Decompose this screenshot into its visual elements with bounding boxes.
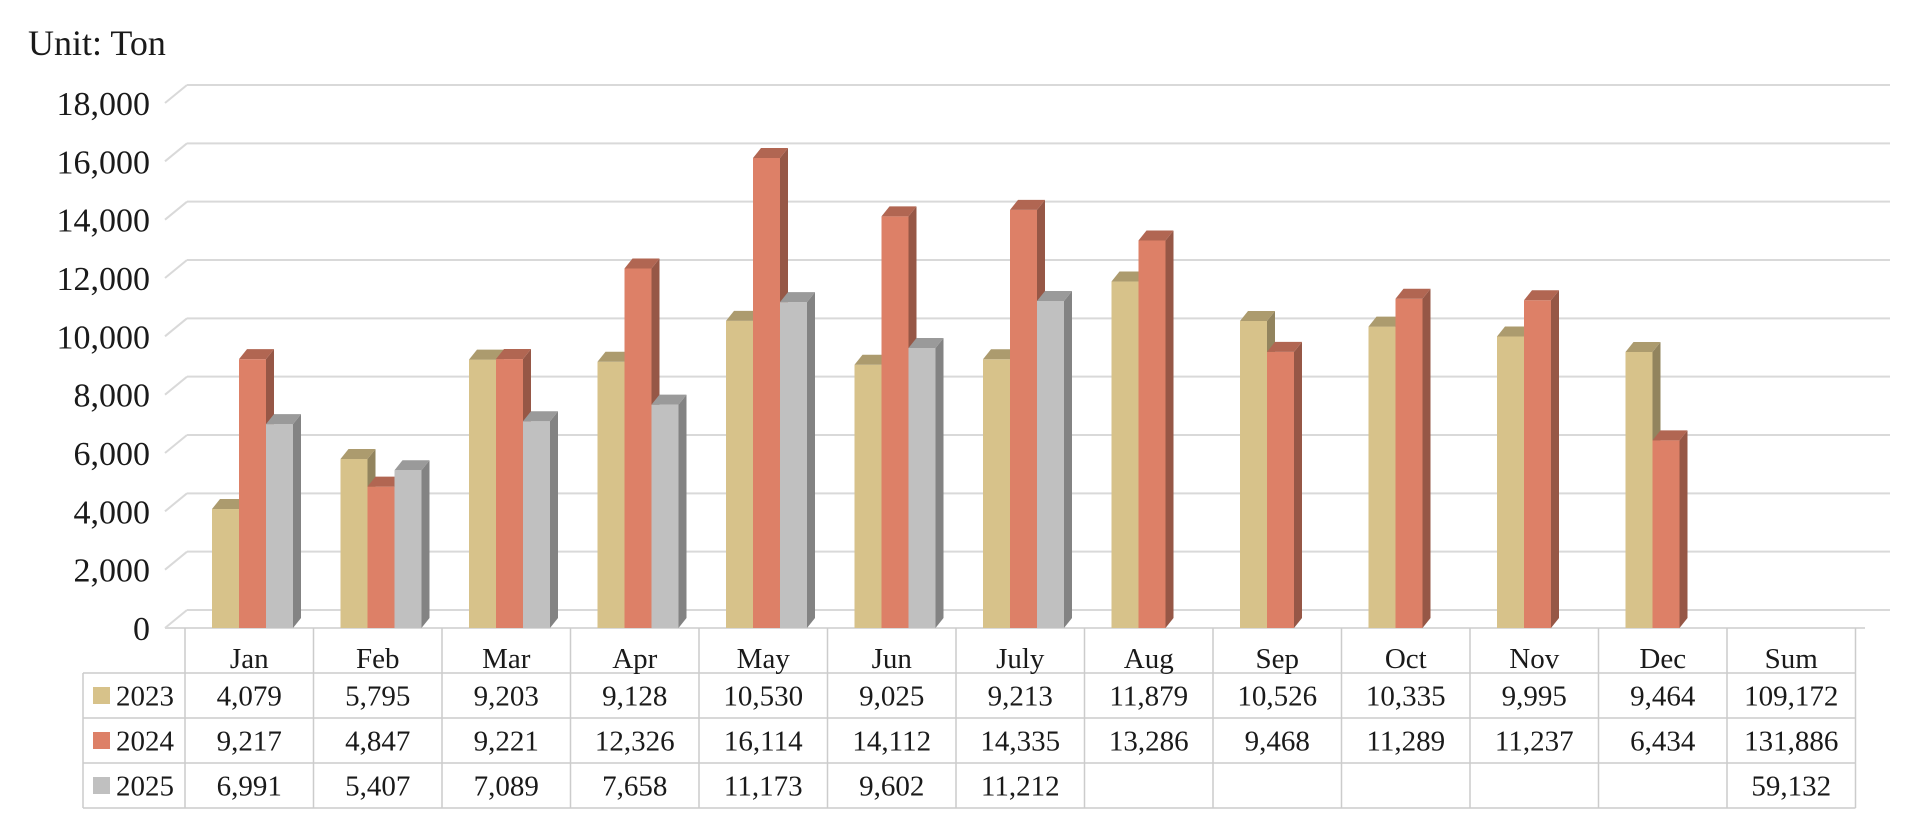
- bar-2024-aug: [1138, 230, 1174, 628]
- data-label: 9,128: [602, 681, 667, 713]
- x-tick-label: Aug: [1124, 643, 1174, 675]
- bar-2025-july: [1037, 290, 1072, 628]
- data-label: 9,464: [1630, 681, 1696, 713]
- sum-value: 131,886: [1744, 726, 1838, 758]
- gridline-depth: [164, 200, 188, 221]
- x-tick-label: July: [996, 643, 1045, 675]
- data-label: 9,025: [859, 681, 924, 713]
- data-label: 6,991: [217, 771, 282, 803]
- legend-label: 2025: [116, 771, 174, 803]
- x-tick-label: Feb: [356, 643, 400, 675]
- y-tick-label: 10,000: [57, 319, 151, 356]
- unit-label: Unit: Ton: [28, 23, 166, 63]
- bar-2025-feb: [394, 460, 430, 628]
- gridline-depth: [164, 84, 188, 104]
- bar-2024-oct: [1395, 288, 1431, 628]
- data-label: 12,326: [595, 726, 675, 758]
- data-label: 11,289: [1366, 726, 1445, 758]
- bar-2023-sep: [1240, 310, 1275, 628]
- y-tick-label: 6,000: [74, 436, 151, 473]
- bar-2025-jan: [266, 414, 301, 628]
- bar-2024-sep: [1267, 341, 1302, 628]
- data-label: 10,526: [1237, 681, 1317, 713]
- data-label: 9,995: [1502, 681, 1567, 713]
- y-tick-label: 16,000: [57, 144, 151, 181]
- gridline-depth: [164, 492, 188, 513]
- data-label: 10,335: [1366, 681, 1446, 713]
- legend-label: 2024: [116, 726, 175, 758]
- bar-2023-may: [726, 310, 761, 628]
- legend-swatch-2024: [93, 732, 110, 749]
- bar-2025-apr: [651, 394, 687, 628]
- data-label: 10,530: [723, 681, 803, 713]
- data-label: 5,795: [345, 681, 410, 713]
- y-tick-label: 18,000: [57, 86, 151, 123]
- data-label: 9,221: [474, 726, 539, 758]
- data-label: 6,434: [1630, 726, 1696, 758]
- x-tick-label: Jan: [230, 643, 269, 675]
- bar-2023-jan: [212, 499, 247, 628]
- data-label: 4,079: [217, 681, 282, 713]
- data-label: 9,602: [859, 771, 924, 803]
- sum-value: 109,172: [1744, 681, 1838, 713]
- gridline-depth: [164, 609, 188, 629]
- data-label: 7,658: [602, 771, 667, 803]
- data-label: 14,112: [852, 726, 931, 758]
- data-label: 13,286: [1109, 726, 1189, 758]
- data-label: 9,203: [474, 681, 539, 713]
- data-label: 11,212: [981, 771, 1060, 803]
- bar-2025-jun: [908, 337, 944, 628]
- bars: [212, 148, 1688, 629]
- x-tick-label: Sep: [1256, 643, 1300, 675]
- legend-swatch-2025: [93, 777, 110, 794]
- data-label: 11,173: [724, 771, 803, 803]
- data-label: 9,213: [988, 681, 1053, 713]
- x-tick-label: Nov: [1509, 643, 1559, 675]
- gridline-depth: [164, 550, 188, 571]
- y-tick-label: 0: [133, 611, 150, 648]
- legend-label: 2023: [116, 681, 174, 713]
- x-tick-label: Mar: [482, 643, 531, 675]
- bar-2025-may: [780, 292, 815, 628]
- y-axis-ticks: 0 2,000 4,000 6,000 8,000 10,000 12,000 14,000 1…: [57, 86, 151, 648]
- gridline-depth: [164, 259, 188, 279]
- y-tick-label: 14,000: [57, 203, 151, 240]
- x-tick-label: Dec: [1639, 643, 1686, 675]
- data-label: 7,089: [474, 771, 539, 803]
- data-label: 4,847: [345, 726, 410, 758]
- x-tick-label: Jun: [872, 643, 913, 675]
- legend-swatch-2023: [93, 687, 110, 704]
- data-label: 9,217: [217, 726, 282, 758]
- data-label: 11,237: [1495, 726, 1574, 758]
- bar-2025-mar: [523, 411, 558, 628]
- x-tick-label: Apr: [612, 643, 657, 675]
- gridline-depth: [164, 317, 188, 338]
- x-tick-label: Oct: [1385, 643, 1427, 675]
- y-tick-label: 12,000: [57, 261, 151, 298]
- y-tick-label: 2,000: [74, 553, 151, 590]
- y-tick-label: 4,000: [74, 494, 151, 531]
- data-table: Jan Feb Mar Apr May Jun July Aug Sep Oct Nov Dec Sum…: [82, 628, 1857, 809]
- data-label: 5,407: [345, 771, 410, 803]
- sum-value: 59,132: [1751, 771, 1831, 803]
- bar-2024-nov: [1524, 290, 1559, 628]
- data-label: 16,114: [724, 726, 803, 758]
- y-tick-label: 8,000: [74, 378, 151, 415]
- gridline-depth: [164, 434, 188, 454]
- x-tick-label: May: [737, 643, 791, 675]
- gridline-depth: [164, 375, 188, 396]
- data-label: 9,468: [1245, 726, 1310, 758]
- bar-2024-dec: [1652, 430, 1688, 628]
- data-label: 11,879: [1109, 681, 1188, 713]
- gridline-depth: [164, 142, 188, 163]
- data-label: 14,335: [980, 726, 1060, 758]
- x-tick-label: Sum: [1765, 643, 1819, 675]
